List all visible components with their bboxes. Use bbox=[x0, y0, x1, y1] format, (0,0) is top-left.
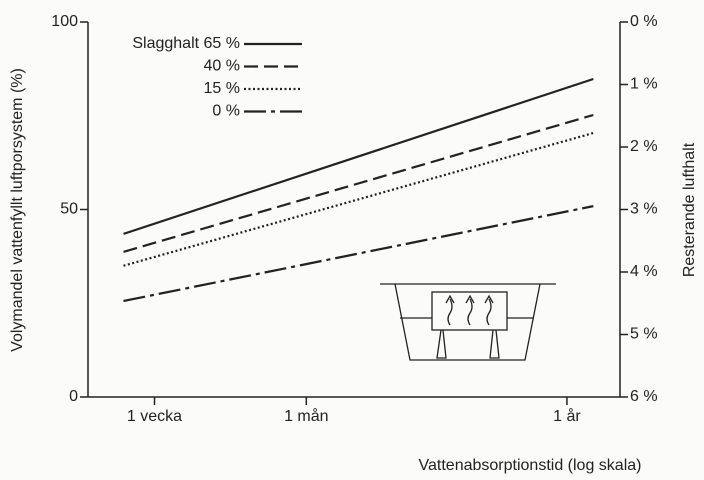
y-tick-label: 50 bbox=[60, 201, 78, 218]
legend-label: Slagghalt 65 % bbox=[132, 35, 240, 52]
legend-label: 15 % bbox=[204, 80, 240, 97]
y2-axis-label: Resterande lufthalt bbox=[681, 142, 698, 277]
chart: Volymandel vattenfyllt luftporsystem (%)… bbox=[0, 0, 704, 480]
y2-tick-label: 2 % bbox=[630, 138, 658, 155]
inset-diagram bbox=[380, 284, 556, 360]
x-axis-label: Vattenabsorptionstid (log skala) bbox=[419, 457, 642, 474]
y-tick-label: 0 bbox=[69, 388, 78, 405]
series-line bbox=[123, 115, 593, 252]
series-line bbox=[123, 133, 593, 266]
x-tick-label: 1 år bbox=[553, 407, 581, 425]
legend-label: 0 % bbox=[212, 103, 240, 120]
y-axis-label: Volymandel vattenfyllt luftporsystem (%) bbox=[9, 68, 26, 352]
y2-tick-label: 3 % bbox=[630, 201, 658, 218]
y-tick-label: 100 bbox=[51, 13, 78, 30]
y2-tick-label: 5 % bbox=[630, 326, 658, 343]
y2-tick-label: 0 % bbox=[630, 13, 658, 30]
x-tick-label: 1 mån bbox=[284, 407, 328, 425]
legend-label: 40 % bbox=[204, 58, 240, 75]
series-line bbox=[123, 206, 593, 301]
frame bbox=[88, 22, 620, 397]
y2-tick-label: 4 % bbox=[630, 263, 658, 280]
y2-tick-label: 1 % bbox=[630, 76, 658, 93]
x-tick-label: 1 vecka bbox=[127, 408, 182, 425]
series-line bbox=[123, 79, 593, 234]
y2-tick-label: 6 % bbox=[630, 388, 658, 405]
